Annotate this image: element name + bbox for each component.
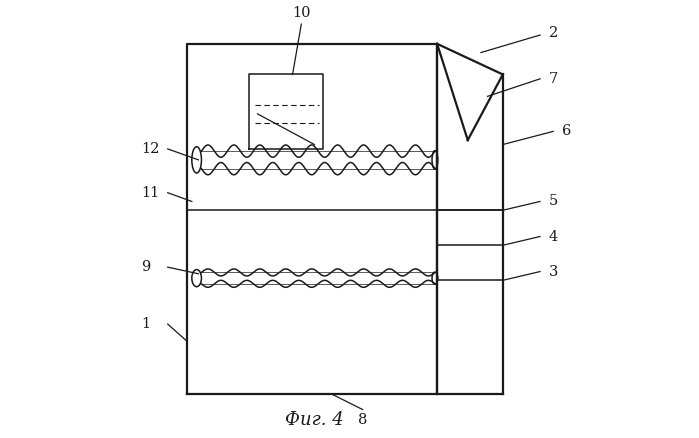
Text: 5: 5 <box>549 194 558 208</box>
Text: 6: 6 <box>562 124 571 138</box>
Text: 2: 2 <box>549 26 558 40</box>
Text: 9: 9 <box>141 260 151 274</box>
Text: 10: 10 <box>292 6 310 20</box>
Text: 7: 7 <box>549 72 558 86</box>
Text: 12: 12 <box>141 142 160 156</box>
Text: 11: 11 <box>141 186 159 200</box>
Text: 4: 4 <box>549 230 558 244</box>
Text: 8: 8 <box>358 413 368 427</box>
Text: 3: 3 <box>549 265 559 279</box>
Text: 1: 1 <box>141 317 150 331</box>
Text: Фиг. 4: Фиг. 4 <box>285 411 344 430</box>
